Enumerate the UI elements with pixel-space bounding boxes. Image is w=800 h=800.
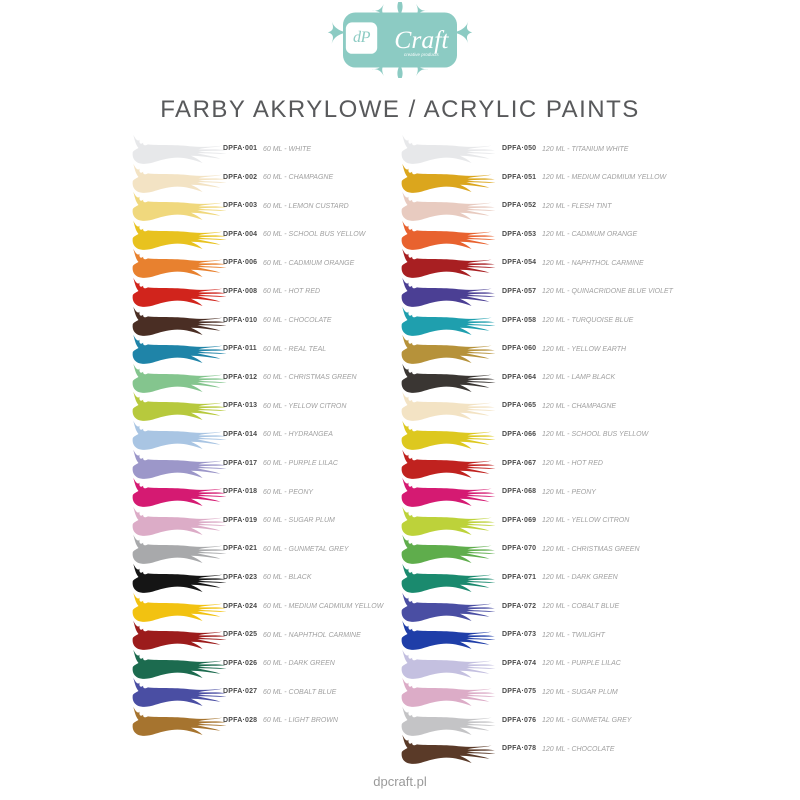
svg-text:dP: dP [353, 29, 371, 46]
svg-text:creative products: creative products [404, 52, 440, 57]
svg-text:Craft: Craft [394, 25, 449, 54]
